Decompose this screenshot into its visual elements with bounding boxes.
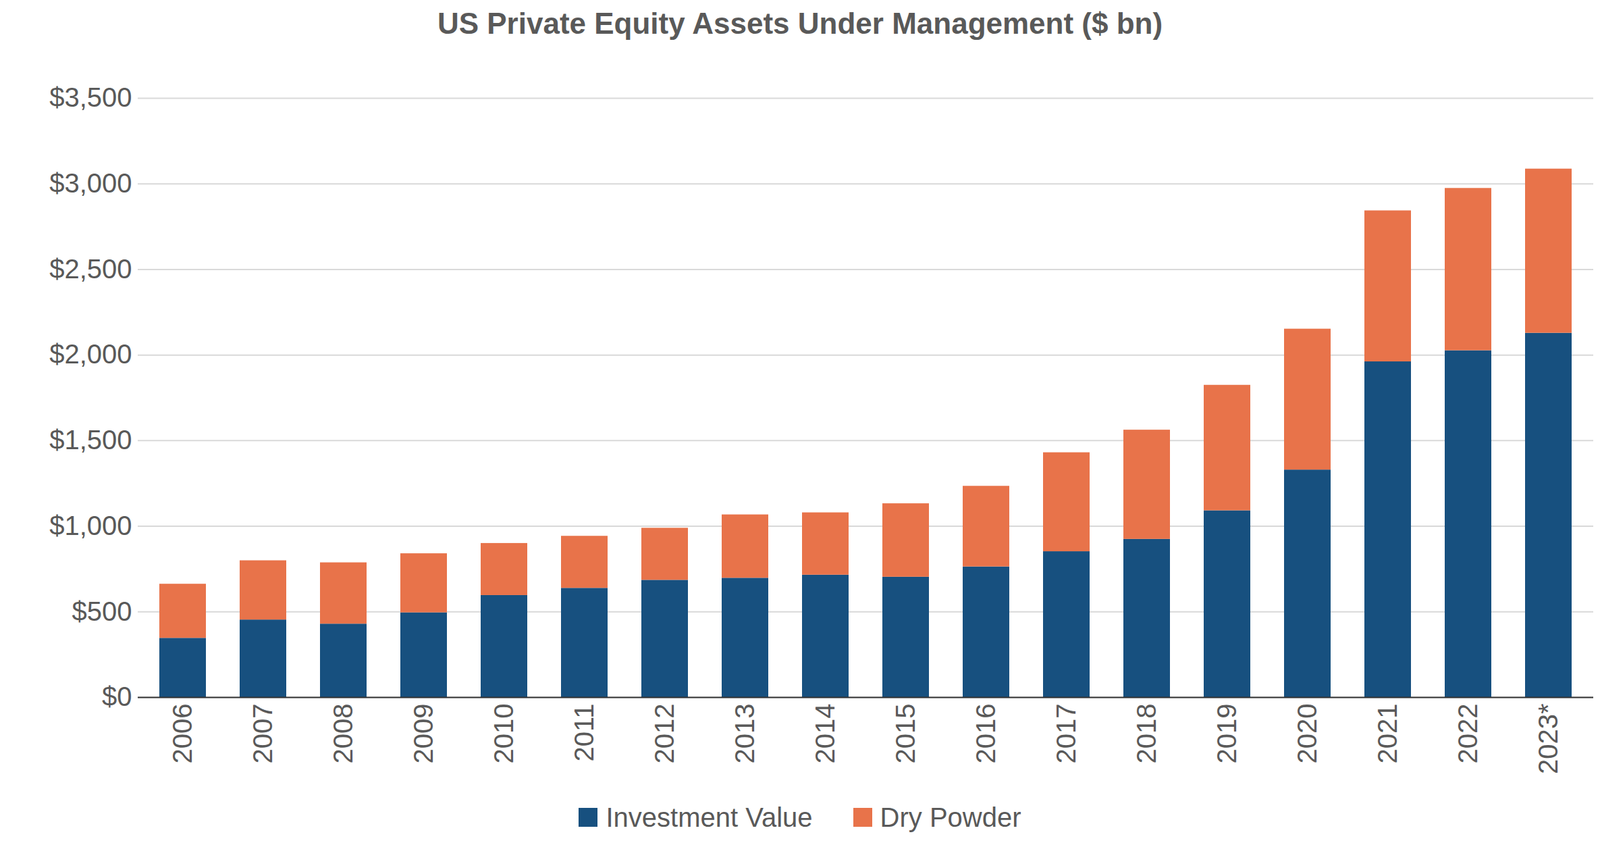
svg-text:$1,500: $1,500 — [49, 424, 132, 455]
svg-text:$2,500: $2,500 — [49, 253, 132, 284]
svg-text:2008: 2008 — [328, 703, 358, 764]
svg-text:2020: 2020 — [1292, 703, 1322, 764]
svg-text:2018: 2018 — [1131, 703, 1162, 764]
svg-text:$3,000: $3,000 — [49, 168, 132, 198]
svg-text:$1,000: $1,000 — [49, 510, 132, 541]
svg-text:$500: $500 — [72, 596, 133, 626]
svg-text:2019: 2019 — [1211, 703, 1242, 764]
svg-text:2010: 2010 — [488, 703, 519, 764]
svg-text:2009: 2009 — [408, 703, 439, 764]
html-text:Investment Value: Investment Value — [605, 801, 813, 832]
svg-text:2022: 2022 — [1452, 703, 1483, 764]
html-text:Dry Powder: Dry Powder — [880, 801, 1022, 832]
svg-text:2013: 2013 — [729, 703, 760, 764]
svg-text:$2,000: $2,000 — [49, 338, 132, 369]
svg-text:2023*: 2023* — [1533, 703, 1563, 775]
svg-text:2017: 2017 — [1051, 703, 1081, 764]
svg-text:$3,500: $3,500 — [49, 82, 132, 113]
svg-text:2012: 2012 — [649, 703, 680, 764]
svg-text:2014: 2014 — [810, 703, 840, 764]
svg-text:$0: $0 — [101, 681, 133, 711]
html-text:US Private Equity Assets Under: US Private Equity Assets Under Managemen… — [437, 6, 1163, 40]
svg-text:2006: 2006 — [167, 703, 198, 764]
svg-text:2011: 2011 — [569, 703, 599, 762]
svg-text:2021: 2021 — [1372, 703, 1403, 764]
svg-text:2015: 2015 — [890, 703, 921, 764]
svg-text:2007: 2007 — [247, 703, 278, 764]
svg-text:2016: 2016 — [970, 703, 1001, 764]
